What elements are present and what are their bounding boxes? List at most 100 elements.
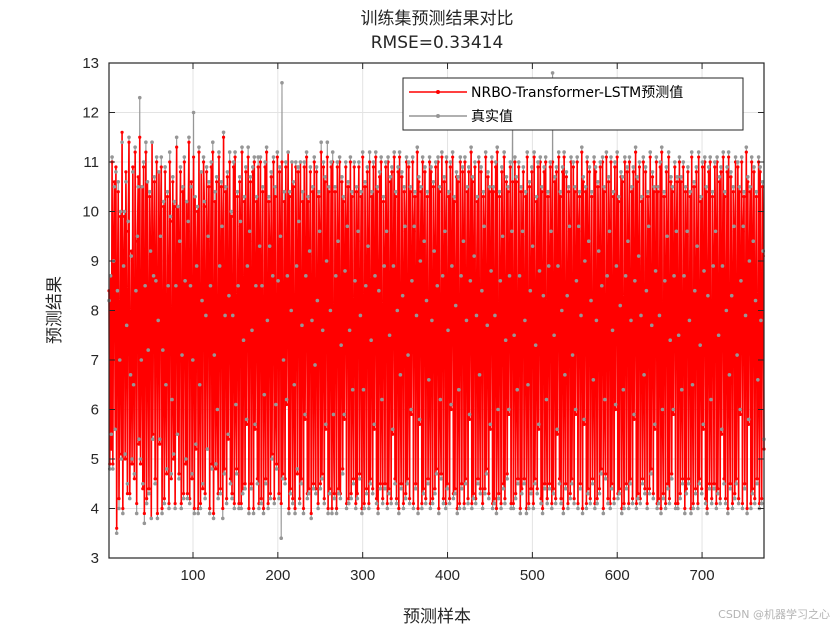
predicted-point: [259, 497, 263, 501]
true-point: [292, 382, 297, 387]
predicted-point: [736, 165, 740, 169]
true-point: [520, 229, 525, 234]
predicted-point: [327, 190, 331, 194]
predicted-point: [474, 318, 479, 322]
true-point: [450, 264, 454, 268]
true-point: [634, 506, 639, 511]
true-point: [683, 184, 688, 189]
predicted-point: [723, 497, 728, 501]
predicted-point: [606, 497, 610, 501]
true-point: [526, 382, 530, 387]
true-point: [184, 199, 189, 204]
true-point: [743, 313, 748, 318]
true-point: [709, 397, 713, 402]
predicted-point: [173, 501, 177, 506]
predicted-point: [517, 165, 521, 169]
true-point: [543, 486, 547, 491]
predicted-point: [731, 190, 735, 194]
true-point: [340, 472, 345, 476]
predicted-point: [693, 294, 697, 298]
predicted-point: [464, 477, 468, 481]
predicted-point: [367, 501, 371, 506]
predicted-point: [349, 492, 353, 496]
true-point: [210, 140, 215, 144]
true-point: [655, 506, 659, 511]
predicted-point: [659, 506, 663, 511]
true-point: [742, 189, 746, 194]
predicted-point: [345, 229, 349, 233]
predicted-point: [581, 180, 585, 184]
predicted-point: [138, 135, 142, 139]
predicted-point: [188, 289, 193, 293]
predicted-point: [751, 244, 755, 248]
predicted-point: [759, 323, 763, 327]
true-point: [338, 496, 343, 501]
predicted-point: [633, 284, 637, 288]
true-point: [741, 224, 746, 229]
true-point: [237, 175, 242, 179]
predicted-point: [231, 318, 235, 322]
true-point: [155, 516, 160, 521]
true-point: [350, 189, 354, 194]
predicted-point: [670, 190, 675, 194]
true-point: [433, 491, 437, 496]
true-point: [663, 279, 667, 283]
predicted-point: [743, 318, 748, 322]
true-point: [512, 333, 516, 338]
true-point: [493, 160, 498, 164]
true-point: [320, 328, 325, 333]
true-point: [380, 397, 384, 402]
predicted-point: [753, 497, 757, 501]
predicted-point: [281, 353, 286, 357]
predicted-point: [461, 244, 466, 248]
predicted-point: [722, 477, 726, 481]
predicted-point: [673, 165, 677, 169]
predicted-point: [304, 279, 308, 283]
predicted-point: [389, 497, 393, 501]
predicted-point: [666, 482, 670, 486]
true-point: [538, 155, 543, 159]
true-point: [473, 501, 478, 506]
predicted-point: [247, 506, 251, 511]
true-point: [230, 496, 234, 501]
true-point: [236, 283, 240, 288]
predicted-point: [192, 506, 196, 511]
predicted-point: [634, 150, 638, 154]
predicted-point: [555, 432, 559, 436]
predicted-point: [454, 308, 458, 313]
predicted-point: [505, 472, 509, 476]
predicted-point: [336, 244, 340, 248]
predicted-point: [395, 313, 399, 318]
true-point: [514, 175, 519, 179]
true-point: [163, 165, 167, 169]
true-point: [754, 189, 759, 194]
true-point: [377, 170, 382, 174]
true-point: [599, 283, 604, 288]
predicted-point: [244, 170, 248, 174]
predicted-point: [522, 477, 526, 481]
predicted-point: [202, 204, 206, 209]
true-point: [183, 279, 187, 283]
true-point: [313, 363, 317, 367]
predicted-point: [604, 155, 609, 159]
true-point: [649, 472, 653, 476]
predicted-point: [413, 195, 417, 199]
predicted-point: [320, 472, 324, 476]
true-point: [420, 506, 424, 511]
predicted-point: [248, 239, 252, 243]
true-point: [567, 224, 572, 229]
true-point: [280, 477, 285, 481]
true-point: [566, 184, 571, 189]
predicted-point: [562, 155, 566, 159]
true-point: [397, 511, 401, 516]
true-point: [698, 343, 702, 347]
predicted-point: [511, 180, 515, 184]
predicted-point: [640, 477, 645, 481]
predicted-point: [116, 190, 120, 194]
true-point: [379, 155, 383, 159]
predicted-point: [552, 338, 556, 342]
true-point: [702, 269, 706, 273]
true-point: [724, 308, 729, 313]
true-point: [308, 165, 313, 169]
true-point: [404, 155, 409, 159]
